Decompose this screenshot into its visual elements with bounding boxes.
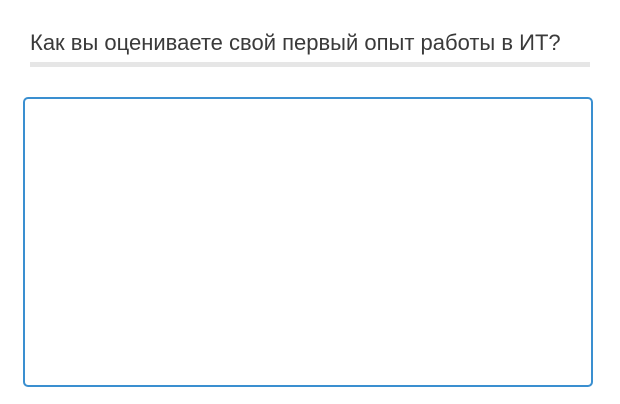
page-title: Как вы оцениваете свой первый опыт работ… (30, 30, 561, 55)
title-divider (30, 62, 590, 67)
chart-frame (23, 97, 593, 387)
